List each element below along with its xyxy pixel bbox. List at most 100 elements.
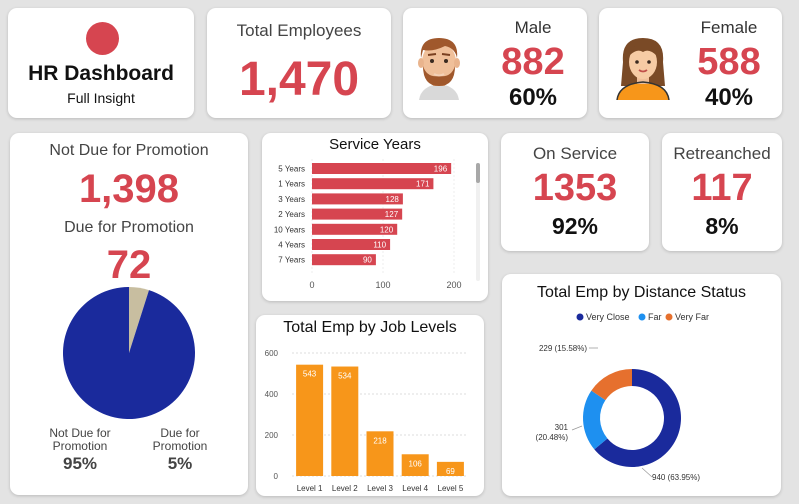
female-avatar-icon bbox=[616, 38, 670, 100]
distance-legend-dot bbox=[638, 313, 646, 321]
service-bar-value: 196 bbox=[434, 165, 448, 174]
legend-not-due-pct: 95% bbox=[62, 454, 98, 473]
legend-due-line2: Promotion bbox=[152, 439, 208, 453]
service-years-title: Service Years bbox=[329, 136, 421, 153]
retrenched-percent: 8% bbox=[705, 213, 739, 239]
job-bar[interactable] bbox=[436, 461, 464, 476]
legend-not-due-line2: Promotion bbox=[52, 439, 108, 453]
distance-legend-label[interactable]: Very Close bbox=[586, 312, 630, 322]
job-category-label: Level 3 bbox=[367, 484, 393, 493]
male-avatar-icon bbox=[418, 38, 460, 100]
logo-circle-icon bbox=[86, 22, 119, 55]
job-category-label: Level 4 bbox=[402, 484, 428, 493]
female-value: 588 bbox=[697, 41, 761, 83]
pie-slice-0[interactable] bbox=[62, 287, 195, 419]
not-due-label: Not Due for Promotion bbox=[49, 142, 209, 159]
service-category-label: 2 Years bbox=[278, 210, 305, 219]
service-bar[interactable] bbox=[312, 178, 434, 190]
service-bar-value: 120 bbox=[380, 225, 394, 234]
service-bar-value: 128 bbox=[386, 195, 400, 204]
on-service-value: 1353 bbox=[532, 167, 618, 209]
distance-slice-2[interactable] bbox=[591, 369, 632, 401]
service-scrollbar[interactable] bbox=[476, 163, 480, 281]
service-category-label: 10 Years bbox=[274, 225, 305, 234]
total-employees-value: 1,470 bbox=[238, 53, 360, 106]
service-bar[interactable] bbox=[312, 254, 376, 266]
distance-leader-line bbox=[641, 467, 653, 478]
total-employees-card: Total Employees 1,470 bbox=[207, 8, 391, 118]
distance-card: Total Emp by Distance Status Very Close F… bbox=[502, 274, 781, 496]
due-value: 72 bbox=[106, 243, 152, 287]
on-service-percent: 92% bbox=[551, 213, 599, 239]
service-bar[interactable] bbox=[312, 163, 452, 174]
total-employees-label: Total Employees bbox=[236, 21, 362, 40]
job-bar-value: 534 bbox=[338, 372, 352, 381]
retrenched-label: Retreanched bbox=[673, 144, 771, 163]
service-bar-value: 127 bbox=[385, 210, 399, 219]
service-bar-value: 110 bbox=[373, 241, 386, 250]
distance-legend-dot bbox=[576, 313, 584, 321]
distance-legend-label[interactable]: Far bbox=[648, 312, 662, 322]
service-category-label: 7 Years bbox=[278, 256, 305, 265]
on-service-label: On Service bbox=[532, 144, 618, 163]
job-levels-title: Total Emp by Job Levels bbox=[283, 319, 457, 336]
service-bar[interactable] bbox=[312, 239, 391, 250]
legend-due-pct: 5% bbox=[167, 454, 193, 473]
male-value: 882 bbox=[501, 41, 565, 83]
pie-slice-1[interactable] bbox=[129, 287, 149, 353]
service-bar-value: 171 bbox=[416, 180, 430, 189]
retrenched-value: 117 bbox=[691, 167, 753, 209]
male-percent: 60% bbox=[508, 84, 558, 111]
job-category-label: Level 5 bbox=[438, 484, 464, 493]
female-label-text: Female bbox=[700, 18, 758, 37]
distance-slice-0[interactable] bbox=[594, 369, 681, 467]
service-x-tick: 0 bbox=[309, 280, 314, 290]
job-y-tick: 400 bbox=[265, 390, 279, 399]
job-bar[interactable] bbox=[331, 366, 359, 476]
distance-legend-label[interactable]: Very Far bbox=[675, 312, 709, 322]
job-y-tick: 200 bbox=[265, 431, 279, 440]
service-bar[interactable] bbox=[312, 223, 398, 235]
service-bar-value: 90 bbox=[363, 256, 372, 265]
job-levels-chart: 0 200 400 600 543 Level 1 534 Level 2 218 Level 3… bbox=[265, 349, 468, 493]
service-years-card: Service Years 0 100 200 5 Years 196 1 Years 17… bbox=[262, 133, 488, 301]
not-due-value: 1,398 bbox=[78, 167, 180, 211]
job-bar[interactable] bbox=[401, 454, 429, 476]
distance-legend-dot bbox=[665, 313, 673, 321]
dashboard-subtitle: Full Insight bbox=[67, 90, 135, 106]
distance-data-label: 301 (20.48%) bbox=[536, 423, 569, 442]
job-bar-value: 218 bbox=[373, 436, 387, 445]
job-levels-card: Total Emp by Job Levels 0 200 400 600 543 Lev… bbox=[256, 315, 484, 496]
distance-slice-1[interactable] bbox=[583, 390, 608, 450]
service-x-tick: 200 bbox=[446, 280, 461, 290]
job-bar-value: 543 bbox=[303, 370, 317, 379]
service-x-tick: 100 bbox=[375, 280, 390, 290]
job-category-label: Level 1 bbox=[297, 484, 323, 493]
distance-title: Total Emp by Distance Status bbox=[537, 284, 746, 301]
on-service-card: On Service 1353 92% bbox=[501, 133, 649, 251]
job-bar[interactable] bbox=[296, 364, 324, 476]
distance-donut-chart: Very Close Far Very Far 940 (63.95%) 301 (20.… bbox=[536, 312, 709, 482]
service-category-label: 1 Years bbox=[278, 180, 305, 189]
service-bar[interactable] bbox=[312, 193, 403, 205]
service-category-label: 4 Years bbox=[278, 241, 305, 250]
legend-due: Due for Promotion 5% bbox=[140, 427, 220, 475]
job-bar[interactable] bbox=[366, 431, 394, 476]
job-category-label: Level 2 bbox=[332, 484, 358, 493]
male-label-text: Male bbox=[514, 18, 552, 37]
promotion-card: Not Due for Promotion 1,398 Due for Prom… bbox=[10, 133, 248, 495]
header-card: HR Dashboard Full Insight bbox=[8, 8, 194, 118]
job-y-tick: 600 bbox=[265, 349, 279, 358]
legend-not-due: Not Due for Promotion 95% bbox=[40, 427, 120, 475]
service-scrollbar-thumb[interactable] bbox=[476, 163, 480, 183]
job-bar-value: 106 bbox=[409, 459, 423, 468]
male-card: Male 882 60% bbox=[403, 8, 587, 118]
distance-leader-line bbox=[571, 425, 583, 431]
distance-data-label: 940 (63.95%) bbox=[652, 473, 700, 482]
dashboard-title: HR Dashboard bbox=[28, 62, 174, 85]
service-bar[interactable] bbox=[312, 208, 403, 220]
job-bar-value: 69 bbox=[446, 467, 455, 476]
service-years-chart: 0 100 200 5 Years 196 1 Years 171 3 Years 128 2 Y… bbox=[274, 159, 462, 290]
female-percent: 40% bbox=[704, 84, 754, 111]
job-y-tick: 0 bbox=[274, 472, 279, 481]
